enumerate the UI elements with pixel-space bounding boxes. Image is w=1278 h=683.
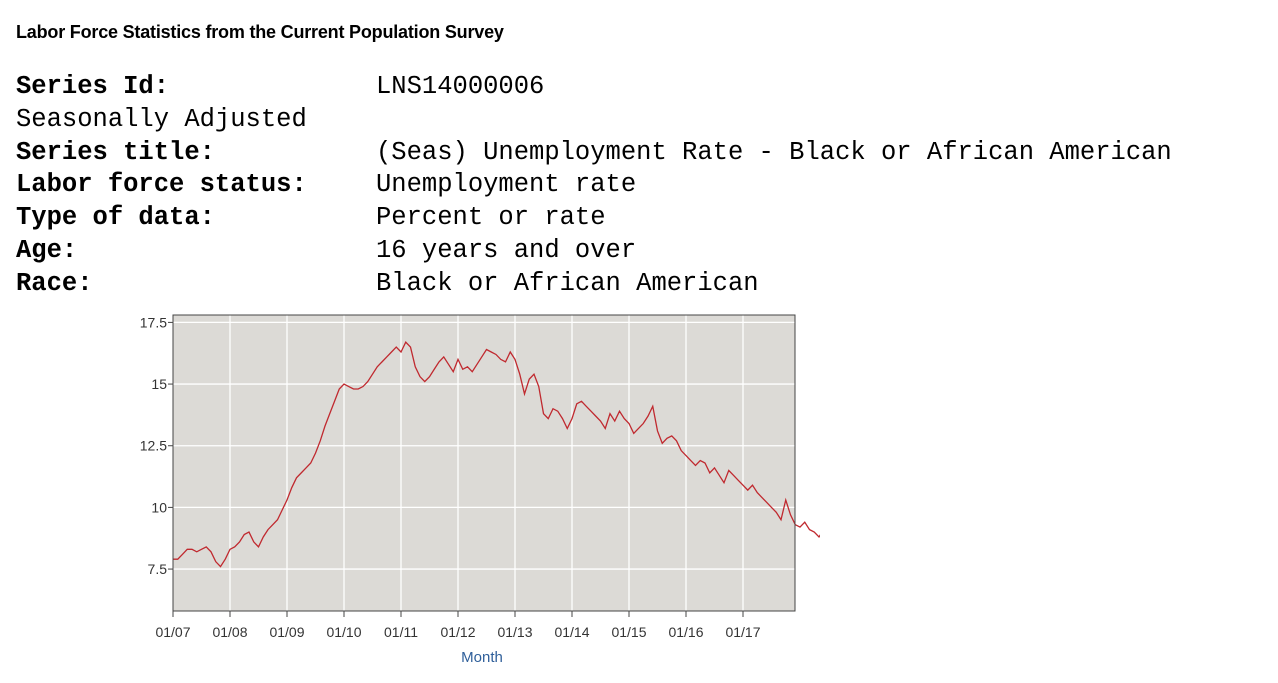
- series-title-row: Series title: (Seas) Unemployment Rate - …: [16, 137, 1172, 170]
- type-of-data-label: Type of data:: [16, 203, 215, 233]
- series-id-label: Series Id:: [16, 72, 170, 101]
- y-tick-label: 17.5: [140, 314, 167, 330]
- x-tick-label: 01/16: [668, 624, 703, 640]
- x-tick-label: 01/12: [440, 624, 475, 640]
- x-tick-label: 01/07: [155, 624, 190, 640]
- unemployment-line-chart: 7.5 10 12.5 15 17.5 01/07 01/08 01/09 01/10 01/11…: [140, 314, 820, 666]
- plot-border: [172, 314, 796, 612]
- axes: 7.5 10 12.5 15 17.5 01/07 01/08 01/09 01/10 01/11…: [140, 314, 761, 640]
- seasonal-row: Seasonally Adjusted: [16, 104, 1172, 137]
- x-tick-label: 01/08: [212, 624, 247, 640]
- series-metadata: Series Id: LNS14000006 Seasonally Adjuste…: [16, 71, 1172, 301]
- page-title: Labor Force Statistics from the Current …: [16, 22, 504, 42]
- race-row: Race: Black or African American: [16, 268, 1172, 301]
- plot-area: [173, 315, 795, 611]
- y-tick-label: 12.5: [140, 438, 167, 454]
- x-tick-label: 01/13: [497, 624, 532, 640]
- x-tick-label: 01/11: [384, 624, 418, 640]
- x-tick-label: 01/09: [269, 624, 304, 640]
- y-tick-label: 15: [151, 376, 167, 392]
- x-tick-label: 01/17: [725, 624, 760, 640]
- type-of-data-row: Type of data: Percent or rate: [16, 202, 1172, 235]
- labor-force-status-row: Labor force status: Unemployment rate: [16, 169, 1172, 202]
- race-label: Race:: [16, 268, 93, 298]
- labor-force-status-value: Unemployment rate: [376, 170, 637, 200]
- x-tick-label: 01/15: [611, 624, 646, 640]
- series-line: [173, 341, 820, 568]
- series-title-label: Series title:: [16, 137, 215, 167]
- age-value: 16 years and over: [376, 235, 637, 265]
- race-value: Black or African American: [376, 268, 759, 298]
- x-tick-label: 01/10: [326, 624, 361, 640]
- y-tick-label: 7.5: [148, 561, 168, 577]
- series-title-value: (Seas) Unemployment Rate - Black or Afri…: [376, 137, 1172, 167]
- series-id-value: LNS14000006: [376, 72, 545, 101]
- grid-lines: [173, 315, 795, 611]
- x-tick-label: 01/14: [554, 624, 589, 640]
- age-row: Age: 16 years and over: [16, 235, 1172, 268]
- x-axis-label: Month: [461, 649, 503, 666]
- series-id-row: Series Id: LNS14000006: [16, 71, 1172, 104]
- type-of-data-value: Percent or rate: [376, 203, 606, 233]
- labor-force-status-label: Labor force status:: [16, 170, 307, 200]
- y-tick-label: 10: [151, 499, 167, 515]
- age-label: Age:: [16, 235, 78, 265]
- seasonal-adjustment: Seasonally Adjusted: [16, 104, 307, 134]
